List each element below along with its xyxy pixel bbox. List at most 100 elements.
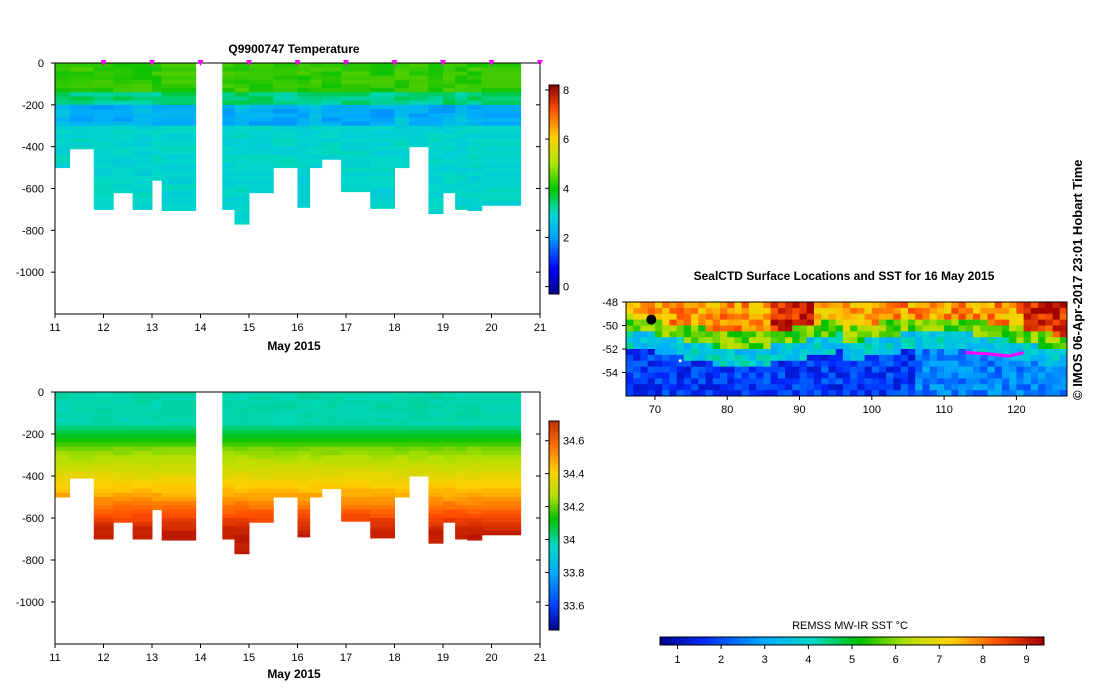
temperature-cell [222,71,235,77]
salinity-cell [93,455,114,460]
temperature-cell [455,205,468,210]
temperature-cell [370,205,395,209]
sst-cell [734,349,743,356]
temperature-cell [132,96,153,102]
salinity-cell [55,413,71,418]
salinity-cell [132,396,153,401]
salinity-cell [443,467,456,473]
temperature-cell [234,138,250,143]
sst-cell [698,319,707,327]
sst-cell [712,319,721,327]
salinity-cell [132,484,153,490]
salinity-cell [249,505,274,511]
temperature-cell [321,100,342,106]
sst-cell [734,343,743,350]
temperature-cell [455,83,468,89]
salinity-cell [273,488,298,494]
colorbar-tick-label: 8 [563,85,569,97]
sst-cell [698,331,707,338]
salinity-cell [222,413,235,418]
temperature-cell [297,125,311,131]
sst-cell [1016,337,1025,344]
sst-cell [669,343,678,350]
sst-cell [727,343,736,350]
x-tick-label: 16 [291,652,303,664]
sst-cell [1001,390,1010,396]
salinity-cell [370,438,395,443]
sst-colorbar-tick-label: 9 [1023,654,1029,666]
sst-cell [907,307,916,315]
salinity-cell [93,463,114,469]
salinity-cell [481,476,522,481]
salinity-cell [321,392,342,397]
temperature-cell [467,205,483,210]
temperature-cell [273,92,298,97]
sst-cell [915,384,924,391]
temperature-cell [428,96,444,102]
temperature-cell [297,96,311,102]
salinity-cell [93,413,114,418]
temperature-cell [455,167,468,173]
sst-cell [626,331,634,338]
salinity-profile [394,392,410,498]
sst-cell [973,360,981,368]
sst-cell [1009,349,1017,356]
sst-cell [640,343,649,350]
salinity-cell [455,526,468,532]
sst-cell [1059,372,1067,379]
sst-cell [633,366,642,374]
temperature-profile [481,63,522,206]
salinity-cell [443,392,456,397]
salinity-cell [394,396,410,401]
sst-cell [806,337,815,344]
temperature-cell [249,100,274,106]
seal-track [646,314,1024,363]
temperature-cell [132,100,153,106]
temperature-cell [152,67,163,72]
sst-cell [893,307,902,315]
salinity-cell [443,455,456,460]
temperature-cell [321,71,342,77]
salinity-cell [309,476,323,481]
salinity-cell [409,429,429,435]
temperature-cell [341,150,371,156]
salinity-cell [161,455,197,460]
salinity-cell [161,404,197,410]
salinity-cell [394,488,410,494]
salinity-cell [234,551,250,555]
salinity-cell [341,513,371,519]
temperature-cell [234,92,250,97]
sst-cell [893,378,902,385]
temperature-cell [409,83,429,89]
sst-cell [936,349,945,356]
salinity-cell [428,421,444,427]
salinity-cell [297,396,311,401]
sst-cell [792,337,801,344]
temperature-cell [370,134,395,139]
temperature-cell [394,88,410,93]
sst-cell [973,366,981,374]
salinity-cell [297,459,311,464]
salinity-cell [309,484,323,490]
salinity-cell [467,471,483,477]
sst-cell [893,372,902,379]
temperature-cell [428,88,444,93]
salinity-cell [481,530,522,536]
sst-cell [785,331,793,338]
sst-cell [785,313,793,321]
temperature-cell [309,100,323,106]
sst-cell [806,307,815,315]
temperature-cell [341,83,371,89]
sst-cell [777,319,786,327]
temperature-cell [409,79,429,85]
temperature-cell [467,96,483,102]
sst-cell [864,302,873,309]
sst-cell [864,319,873,327]
salinity-cell [341,484,371,490]
salinity-cell [341,450,371,456]
salinity-cell [467,484,483,490]
sst-cell [669,378,678,385]
sst-cell [770,307,779,315]
temperature-cell [55,134,71,139]
sst-cell [770,343,779,350]
